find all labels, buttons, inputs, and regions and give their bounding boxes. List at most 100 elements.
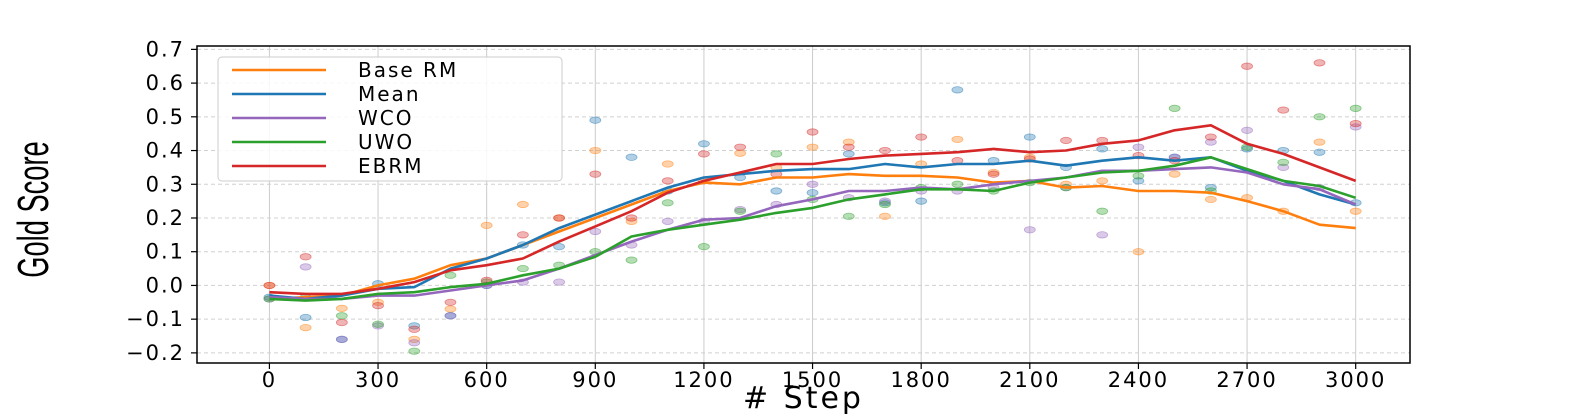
series-line (269, 172, 1356, 301)
data-point (734, 149, 747, 157)
x-tick-label: 600 (464, 368, 510, 392)
x-tick-label: 1200 (673, 368, 734, 392)
y-tick-label: 0.2 (146, 206, 185, 230)
data-point (915, 197, 928, 205)
data-point (516, 231, 529, 239)
data-point (1313, 113, 1326, 121)
data-point (408, 339, 421, 347)
data-point (698, 243, 710, 251)
y-tick-label: 0.4 (146, 139, 185, 163)
data-point (372, 302, 384, 310)
data-point (589, 227, 602, 236)
data-point (553, 214, 565, 222)
legend-label: Mean (358, 82, 421, 106)
y-tick-label: 0.6 (146, 71, 185, 95)
series-line (269, 166, 1357, 301)
data-point (1096, 177, 1109, 185)
data-point (951, 86, 964, 94)
data-point (1349, 104, 1362, 112)
data-point (842, 212, 855, 220)
data-point (1060, 136, 1072, 145)
x-tick-label: 2400 (1108, 368, 1169, 392)
series-line (269, 156, 1357, 301)
data-point (661, 217, 674, 225)
data-point (553, 243, 565, 251)
data-point (1132, 248, 1145, 256)
x-tick-label: 3000 (1325, 368, 1386, 392)
data-point (299, 263, 312, 271)
x-tick-label: 1500 (782, 368, 843, 392)
data-point (734, 205, 747, 214)
data-point (625, 153, 638, 161)
y-tick-label: −0.1 (126, 307, 185, 331)
data-point (1313, 59, 1326, 67)
data-point (372, 320, 384, 328)
x-tick-label: 900 (572, 368, 618, 392)
plot-frame (196, 45, 1411, 364)
data-point (842, 143, 855, 151)
data-point (335, 318, 348, 327)
data-point (1096, 145, 1109, 153)
data-point (335, 304, 348, 312)
y-tick-label: 0.3 (146, 172, 185, 196)
data-point (987, 168, 1000, 177)
x-tick-label: 300 (355, 368, 401, 392)
data-point (698, 150, 710, 158)
data-point (516, 200, 529, 209)
data-point (661, 199, 674, 207)
series-line (269, 124, 1357, 296)
y-axis-title: Gold Score (8, 141, 57, 277)
x-tick-label: 2700 (1216, 368, 1277, 392)
data-point (480, 221, 493, 230)
legend-label: EBRM (358, 154, 424, 178)
data-point (1096, 231, 1109, 239)
data-point (1168, 104, 1181, 112)
data-point (444, 305, 457, 313)
data-point (1132, 177, 1145, 185)
data-point (734, 207, 747, 215)
data-point (516, 264, 529, 273)
data-point (806, 128, 819, 136)
data-point (1349, 119, 1362, 128)
y-tick-label: 0.7 (146, 37, 185, 61)
series-line (269, 156, 1357, 302)
data-point (1241, 62, 1253, 70)
series-lines (269, 124, 1357, 302)
data-point (372, 322, 384, 330)
data-point (770, 187, 783, 195)
data-point (625, 214, 638, 222)
data-point (806, 180, 819, 188)
x-tick-label: 0 (262, 368, 277, 392)
y-tick-label: 0.1 (146, 240, 185, 264)
data-point (879, 146, 891, 155)
legend-label: Base RM (358, 58, 458, 82)
x-tick-label: 1800 (890, 368, 951, 392)
data-point (661, 160, 674, 168)
legend-box (217, 56, 563, 182)
data-point (589, 116, 602, 124)
legend-label: WCO (358, 106, 413, 130)
data-point (1277, 106, 1290, 114)
data-point (1132, 172, 1145, 180)
data-point (879, 200, 891, 209)
data-point (444, 312, 457, 320)
y-tick-label: 0.5 (146, 105, 185, 129)
data-point (1168, 170, 1181, 178)
data-point (951, 135, 964, 144)
data-point (770, 150, 783, 158)
data-point (951, 180, 964, 188)
data-point (1241, 145, 1253, 153)
data-point (299, 313, 312, 322)
data-point (1313, 148, 1326, 156)
data-point (806, 189, 819, 197)
data-point (1313, 138, 1326, 146)
data-point (915, 133, 928, 141)
legend-label: UWO (358, 130, 414, 154)
x-axis-title: # Step (743, 381, 864, 414)
data-point (987, 170, 1000, 178)
scatter-points (263, 59, 1362, 355)
data-point (589, 146, 602, 155)
data-point (408, 325, 421, 333)
